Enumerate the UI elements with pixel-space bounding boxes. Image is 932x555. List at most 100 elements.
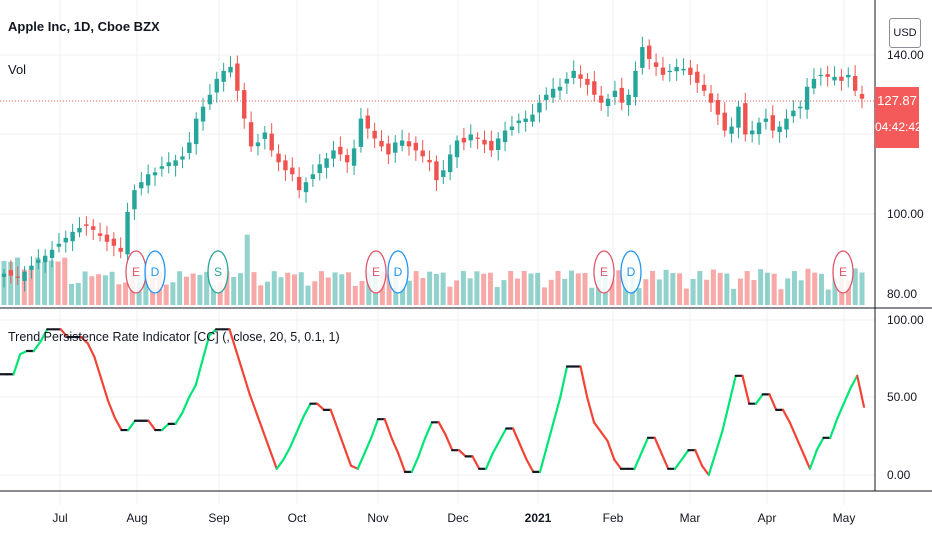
indicator-segment	[829, 418, 839, 439]
volume-bar	[650, 271, 656, 305]
candles	[1, 36, 865, 292]
candle-body	[379, 140, 384, 147]
event-marker-badge	[365, 250, 387, 294]
candle-body	[132, 190, 137, 210]
volume-bar	[845, 280, 851, 305]
candle-body	[846, 74, 851, 78]
volume-bar	[62, 257, 68, 305]
indicator-segment	[586, 396, 596, 424]
volume-bar	[332, 272, 338, 305]
indicator-segment	[788, 421, 798, 439]
indicator-segment	[302, 402, 312, 418]
candle-body	[324, 158, 329, 168]
candle-body	[310, 174, 316, 180]
candle-body	[296, 176, 302, 191]
event-marker-e[interactable]: E	[125, 250, 147, 294]
volume-bar	[264, 281, 270, 305]
volume-bar	[183, 276, 189, 305]
volume-bar	[400, 286, 406, 305]
event-marker-e[interactable]: E	[365, 250, 387, 294]
indicator-segment	[721, 402, 731, 433]
indicator-segment	[106, 399, 116, 419]
candle-body	[276, 153, 281, 163]
candle-body	[557, 86, 563, 91]
event-marker-label: E	[132, 265, 140, 279]
candle-body	[125, 212, 130, 255]
volume-bar	[521, 270, 527, 305]
event-marker-label: E	[839, 265, 847, 279]
event-marker-badge	[593, 250, 615, 294]
indicator-segment	[714, 430, 724, 455]
currency-button[interactable]: USD	[889, 18, 921, 48]
volume-bar	[683, 288, 689, 305]
indicator-segment	[370, 418, 380, 439]
event-marker-e[interactable]: E	[832, 250, 854, 294]
indicator-segment	[127, 419, 137, 432]
candle-body	[262, 132, 268, 139]
candle-body	[242, 90, 247, 119]
candle-body	[756, 122, 762, 135]
candle-body	[70, 231, 75, 242]
indicator-segment	[295, 415, 305, 433]
indicator-segment	[781, 408, 791, 424]
candle-body	[592, 81, 597, 95]
candle-body	[509, 126, 515, 131]
volume-bar	[319, 271, 325, 305]
candle-body	[530, 114, 535, 122]
time-axis-label: Oct	[288, 511, 307, 525]
event-marker-d[interactable]: D	[620, 250, 642, 294]
candle-body	[145, 174, 151, 186]
volume-bar	[609, 279, 615, 305]
candle-body	[283, 160, 288, 171]
candle-body	[447, 154, 453, 173]
volume-bar	[528, 273, 534, 305]
candle-body	[777, 126, 782, 133]
candle-body	[612, 90, 618, 97]
indicator-segment	[856, 374, 866, 408]
indicator-segment	[552, 396, 562, 424]
indicator-segment	[444, 433, 454, 452]
volume-bar	[190, 273, 196, 305]
event-marker-d[interactable]: D	[144, 250, 166, 294]
event-marker-label: D	[627, 265, 636, 279]
event-marker-e[interactable]: E	[593, 250, 615, 294]
volume-bar	[690, 278, 696, 305]
volume-bar	[312, 281, 318, 305]
volume-bar	[55, 261, 61, 305]
candle-body	[729, 126, 734, 134]
volume-bar	[420, 278, 426, 305]
volume-bar	[778, 289, 784, 305]
volume-bar	[346, 272, 352, 305]
indicator-segment	[484, 452, 494, 470]
volume-bar	[508, 271, 514, 305]
candle-body	[29, 265, 34, 270]
candle-body	[56, 243, 62, 247]
indicator-segment	[336, 427, 346, 449]
candle-body	[598, 95, 604, 103]
indicator-segment	[673, 458, 683, 470]
candle-body	[708, 93, 714, 103]
candle-body	[832, 76, 837, 81]
volume-bar	[467, 278, 473, 305]
last-price-tag: 127.87 04:42:42	[875, 87, 922, 148]
indicator-segment	[815, 436, 825, 452]
event-marker-badge	[832, 250, 854, 294]
candle-body	[386, 143, 391, 155]
event-marker-s[interactable]: S	[207, 250, 229, 294]
volume-bar	[805, 268, 811, 305]
candle-body	[496, 138, 501, 150]
event-marker-d[interactable]: D	[387, 250, 409, 294]
volume-bar	[427, 271, 433, 305]
candle-body	[667, 70, 673, 73]
volume-bar	[75, 282, 81, 305]
indicator-segment	[181, 396, 191, 415]
candle-body	[303, 182, 309, 193]
candle-body	[399, 140, 405, 146]
volume-bar	[636, 288, 642, 305]
candle-body	[475, 137, 480, 139]
indicator-segment	[86, 342, 96, 359]
candle-body	[228, 66, 233, 73]
